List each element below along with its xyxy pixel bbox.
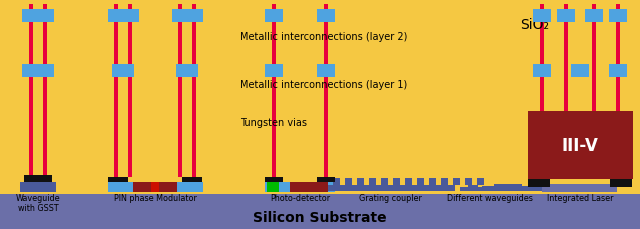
- Bar: [441, 178, 448, 185]
- Bar: [265, 65, 283, 78]
- Bar: [265, 177, 283, 182]
- Bar: [0, 194, 640, 229]
- Bar: [324, 5, 328, 177]
- Bar: [533, 65, 551, 78]
- Text: Grating coupler: Grating coupler: [358, 193, 421, 202]
- Bar: [112, 65, 134, 78]
- Bar: [186, 10, 202, 23]
- Text: Integrated Laser: Integrated Laser: [547, 193, 613, 202]
- Bar: [317, 65, 335, 78]
- Bar: [610, 179, 632, 187]
- Bar: [609, 10, 627, 23]
- Bar: [405, 178, 412, 185]
- Bar: [333, 178, 340, 185]
- Bar: [108, 177, 128, 182]
- Bar: [552, 186, 564, 191]
- Bar: [526, 187, 536, 191]
- Text: Metallic interconnections (layer 1): Metallic interconnections (layer 1): [240, 80, 407, 90]
- Text: Photo-detector: Photo-detector: [270, 193, 330, 202]
- Bar: [609, 65, 627, 78]
- Bar: [468, 185, 478, 191]
- Bar: [36, 10, 54, 23]
- Bar: [393, 178, 400, 185]
- Bar: [108, 182, 133, 192]
- Bar: [22, 10, 40, 23]
- Bar: [542, 184, 617, 192]
- Bar: [592, 5, 596, 112]
- Text: SiO₂: SiO₂: [520, 18, 550, 32]
- Bar: [482, 186, 502, 191]
- Text: Tungsten vias: Tungsten vias: [240, 117, 307, 128]
- Bar: [477, 178, 484, 185]
- Bar: [290, 182, 328, 192]
- Bar: [564, 5, 568, 112]
- Bar: [381, 178, 388, 185]
- Bar: [571, 65, 589, 78]
- Bar: [265, 182, 335, 192]
- Bar: [585, 10, 603, 23]
- Bar: [108, 182, 203, 192]
- Bar: [29, 5, 33, 175]
- Bar: [114, 5, 118, 177]
- Bar: [36, 65, 54, 78]
- Bar: [128, 5, 132, 177]
- Bar: [453, 178, 460, 185]
- Bar: [20, 182, 56, 192]
- Bar: [151, 182, 159, 192]
- Bar: [267, 182, 279, 192]
- Bar: [345, 178, 352, 185]
- Bar: [494, 184, 522, 191]
- Bar: [22, 65, 40, 78]
- Bar: [325, 185, 455, 191]
- Bar: [460, 187, 515, 191]
- Bar: [317, 10, 335, 23]
- Bar: [122, 10, 138, 23]
- Bar: [24, 175, 52, 182]
- Bar: [192, 5, 196, 177]
- Bar: [528, 112, 633, 179]
- Bar: [317, 177, 335, 182]
- Text: Silicon Substrate: Silicon Substrate: [253, 211, 387, 224]
- Bar: [43, 5, 47, 175]
- Bar: [514, 186, 534, 191]
- Text: PIN phase Modulator: PIN phase Modulator: [113, 193, 196, 202]
- Bar: [616, 5, 620, 112]
- Text: III-V: III-V: [561, 136, 598, 154]
- Bar: [176, 65, 198, 78]
- Bar: [178, 5, 182, 177]
- Bar: [108, 10, 125, 23]
- Bar: [417, 178, 424, 185]
- Bar: [557, 10, 575, 23]
- Text: Waveguide
with GSST: Waveguide with GSST: [16, 193, 60, 213]
- Bar: [533, 10, 551, 23]
- Bar: [172, 10, 189, 23]
- Bar: [536, 185, 571, 191]
- Bar: [272, 5, 276, 177]
- Bar: [357, 178, 364, 185]
- Bar: [429, 178, 436, 185]
- Bar: [528, 179, 550, 187]
- Bar: [369, 178, 376, 185]
- Bar: [265, 10, 283, 23]
- Text: Different waveguides: Different waveguides: [447, 193, 533, 202]
- Text: Metallic interconnections (layer 2): Metallic interconnections (layer 2): [240, 32, 408, 42]
- Bar: [465, 178, 472, 185]
- Bar: [182, 177, 202, 182]
- Bar: [540, 5, 544, 112]
- Bar: [133, 182, 177, 192]
